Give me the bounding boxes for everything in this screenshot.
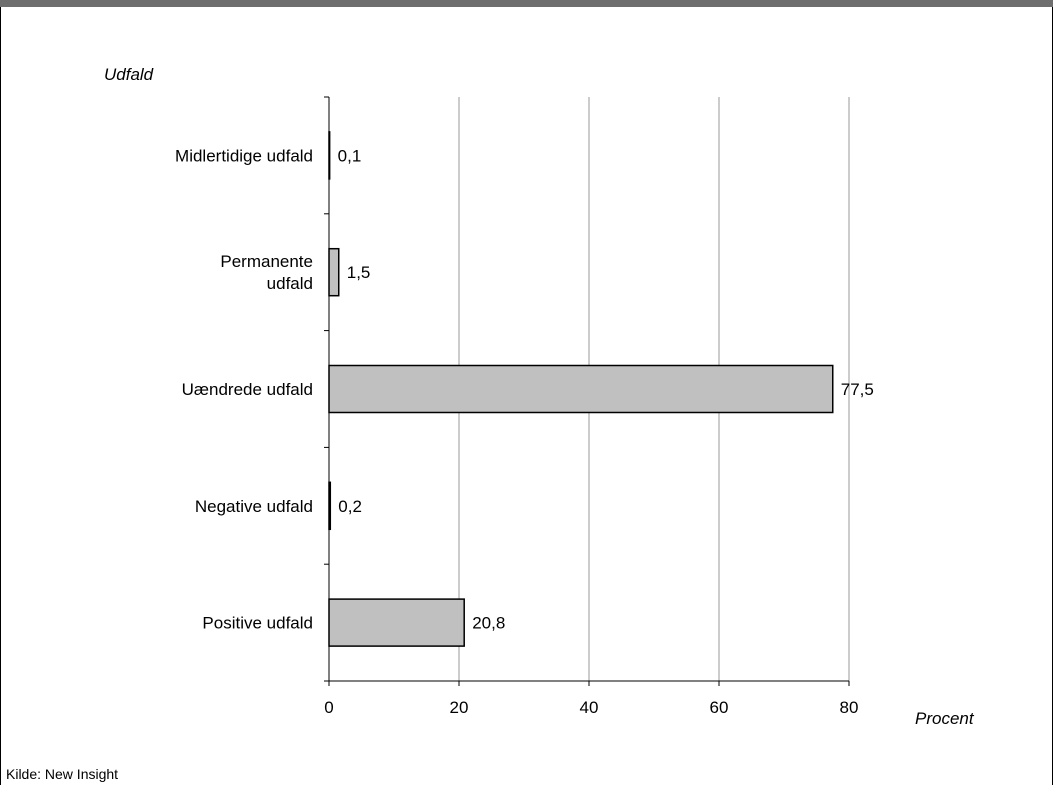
x-tick-label-60: 60	[710, 698, 729, 717]
y-axis-title: Udfald	[104, 65, 154, 84]
labels: 0 20 40 60 80 Midlertidige udfald Permanente ud…	[104, 65, 975, 728]
value-label-1: 1,5	[347, 263, 371, 282]
bar-1	[328, 247, 340, 297]
x-tick-label-0: 0	[324, 698, 333, 717]
category-label-0: Midlertidige udfald	[175, 146, 313, 165]
category-label-2: Uændrede udfald	[182, 380, 313, 399]
category-label-3: Negative udfald	[195, 497, 313, 516]
category-label-4: Positive udfald	[202, 614, 313, 633]
bar-2	[328, 364, 834, 414]
value-label-4: 20,8	[472, 614, 505, 633]
x-tick-label-80: 80	[840, 698, 859, 717]
x-tick-label-40: 40	[580, 698, 599, 717]
bar-4	[328, 598, 465, 647]
top-bar	[0, 0, 1053, 7]
value-label-2: 77,5	[841, 380, 874, 399]
source-note: Kilde: New Insight	[6, 766, 119, 782]
left-border	[0, 7, 1, 785]
bars	[328, 131, 834, 647]
category-label-1: Permanente udfald	[220, 252, 313, 293]
value-label-0: 0,1	[338, 146, 362, 165]
value-label-3: 0,2	[338, 497, 362, 516]
x-tick-label-20: 20	[450, 698, 469, 717]
axes	[324, 96, 850, 686]
x-axis-title: Procent	[915, 709, 975, 728]
